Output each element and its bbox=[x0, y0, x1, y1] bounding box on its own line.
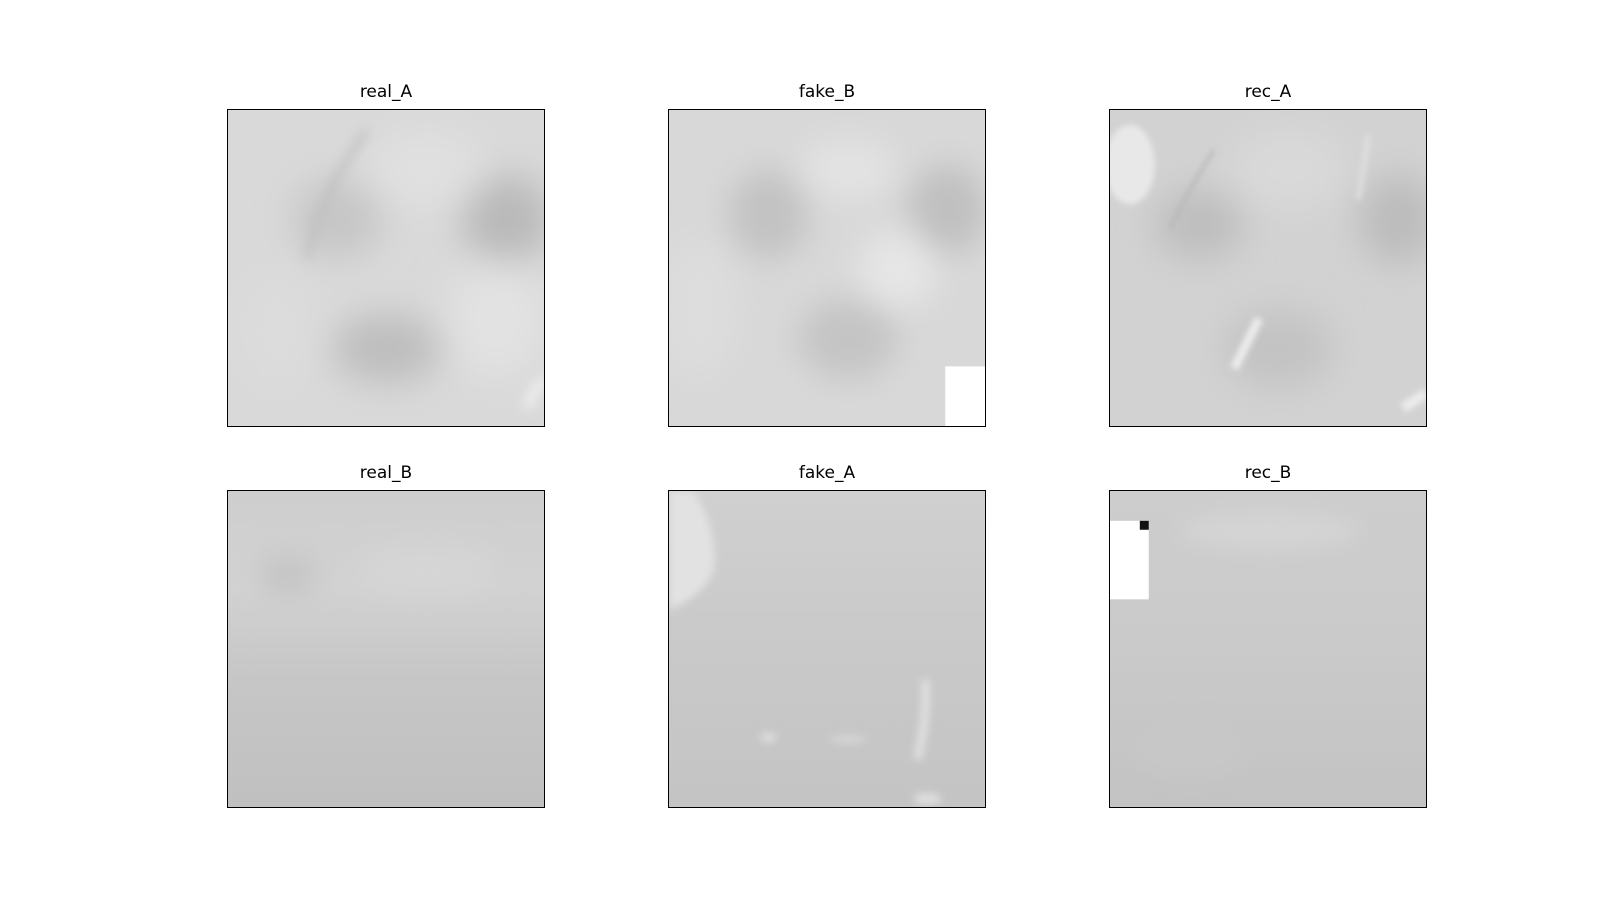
grayscale-image-rec-b bbox=[1109, 490, 1427, 808]
panel-rec-a: rec_A bbox=[1109, 82, 1427, 427]
image-content bbox=[1110, 110, 1426, 426]
panel-real-b: real_B bbox=[227, 463, 545, 808]
panel-real-a: real_A bbox=[227, 82, 545, 427]
panel-fake-a: fake_A bbox=[668, 463, 986, 808]
panel-title: rec_B bbox=[1244, 463, 1292, 483]
grayscale-image-fake-b bbox=[668, 109, 986, 427]
image-content bbox=[669, 110, 985, 426]
panel-title: real_B bbox=[359, 463, 413, 483]
panel-title: fake_B bbox=[798, 82, 856, 102]
grayscale-image-real-a bbox=[227, 109, 545, 427]
panel-title: real_A bbox=[359, 82, 413, 102]
image-content bbox=[228, 110, 544, 426]
image-content bbox=[1110, 491, 1426, 807]
image-content bbox=[228, 491, 544, 807]
panel-title: rec_A bbox=[1244, 82, 1292, 102]
grayscale-image-fake-a bbox=[668, 490, 986, 808]
grayscale-image-rec-a bbox=[1109, 109, 1427, 427]
grayscale-image-real-b bbox=[227, 490, 545, 808]
panel-fake-b: fake_B bbox=[668, 82, 986, 427]
image-content bbox=[669, 491, 985, 807]
panel-title: fake_A bbox=[798, 463, 856, 483]
panel-rec-b: rec_B bbox=[1109, 463, 1427, 808]
